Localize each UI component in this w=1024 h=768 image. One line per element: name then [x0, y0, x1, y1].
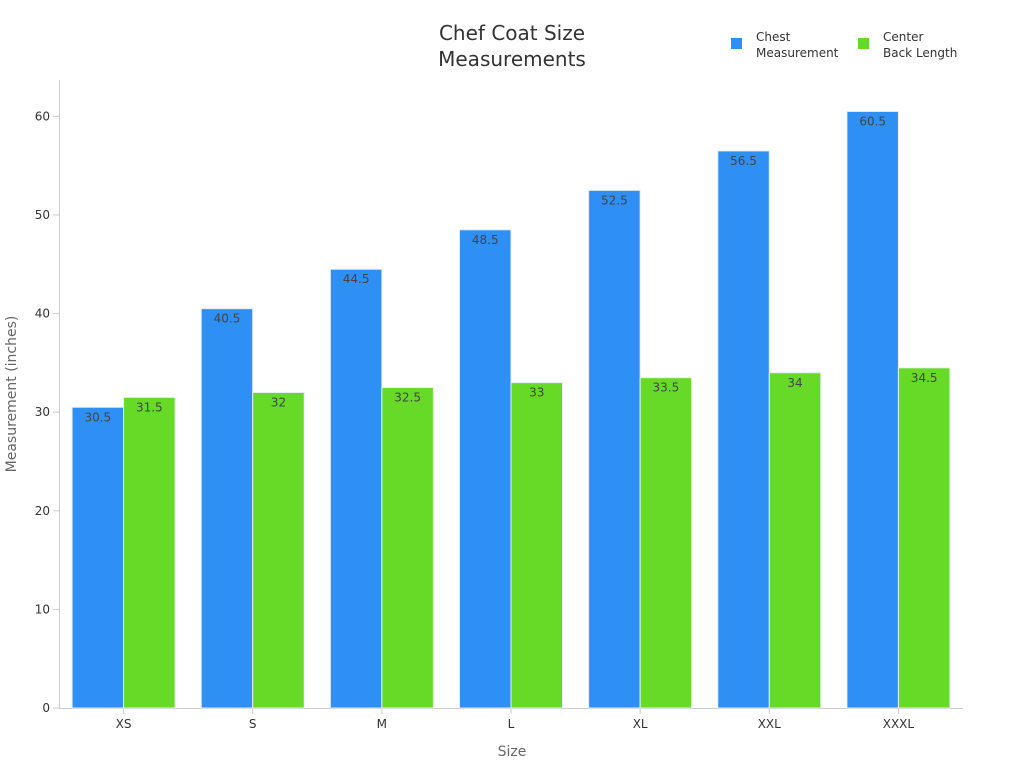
legend-swatch-back-length: [858, 38, 869, 49]
y-tick-label: 50: [35, 208, 50, 222]
bar-chest-xl[interactable]: [588, 189, 641, 709]
data-labels-layer: 30.5 31.5 40.5 32 44.5 32.5 48.5 33 52.5 33.5 56.5…: [84, 114, 937, 424]
data-label-back-length-xs: 31.5: [136, 400, 163, 414]
bar-chest-xxxl[interactable]: [846, 110, 899, 709]
y-tick-label: 40: [35, 307, 50, 321]
y-tick-label: 30: [35, 405, 50, 419]
bar-chest-xxl[interactable]: [717, 150, 770, 709]
data-label-back-length-s: 32: [271, 395, 286, 409]
y-axis: 0 10 20 30 40 50 60 Measurement (inches): [4, 80, 60, 715]
legend-item-chest[interactable]: Chest Measurement: [731, 30, 839, 60]
y-axis-ticks: 0 10 20 30 40 50 60: [35, 109, 59, 715]
bar-chest-s[interactable]: [200, 308, 254, 709]
bar-back-length-m[interactable]: [381, 387, 434, 709]
bar-back-length-l[interactable]: [510, 382, 563, 709]
bar-back-length-s[interactable]: [252, 391, 305, 709]
chart-title-line-2: Measurements: [438, 47, 586, 71]
data-label-back-length-xl: 33.5: [653, 381, 680, 395]
data-label-chest-l: 48.5: [472, 233, 499, 247]
x-tick-label: L: [508, 717, 515, 731]
y-tick-label: 60: [35, 109, 50, 123]
legend-label-chest-line-1: Chest: [756, 30, 791, 44]
x-tick-label: M: [377, 717, 387, 731]
data-label-chest-xs: 30.5: [84, 410, 111, 424]
data-label-chest-xxxl: 60.5: [859, 114, 886, 128]
bar-back-length-xs[interactable]: [123, 396, 176, 709]
bar-chest-xs[interactable]: [71, 406, 125, 709]
legend-label-chest-line-2: Measurement: [756, 46, 839, 60]
y-tick-label: 0: [42, 701, 50, 715]
bars-layer: [71, 110, 951, 709]
data-label-chest-xxl: 56.5: [730, 154, 757, 168]
x-tick-label: XXXL: [883, 717, 915, 731]
y-tick-label: 10: [35, 602, 50, 616]
chart-title: Chef Coat Size Measurements: [438, 21, 586, 71]
data-label-back-length-m: 32.5: [394, 391, 421, 405]
x-tick-label: S: [249, 717, 257, 731]
data-label-back-length-l: 33: [529, 386, 544, 400]
bar-back-length-xxxl[interactable]: [897, 367, 951, 709]
chart-title-line-1: Chef Coat Size: [439, 21, 585, 45]
bar-back-length-xxl[interactable]: [768, 372, 822, 709]
x-axis-ticks: XS S M L XL XXL XXXL: [116, 708, 915, 731]
legend-swatch-chest: [731, 38, 742, 49]
x-tick-label: XL: [633, 717, 648, 731]
data-label-chest-s: 40.5: [214, 312, 241, 326]
data-label-chest-xl: 52.5: [601, 193, 628, 207]
x-tick-label: XS: [116, 717, 132, 731]
bar-back-length-xl[interactable]: [639, 377, 693, 709]
data-label-chest-m: 44.5: [343, 272, 370, 286]
y-tick-label: 20: [35, 504, 50, 518]
bar-chest-m[interactable]: [329, 268, 383, 709]
x-axis-title: Size: [498, 744, 527, 760]
x-tick-label: XXL: [758, 717, 781, 731]
x-axis: XS S M L XL XXL XXXL Size: [59, 708, 963, 760]
legend: Chest Measurement Center Back Length: [731, 30, 957, 60]
y-axis-title: Measurement (inches): [4, 316, 20, 473]
bar-chest-l[interactable]: [459, 229, 512, 709]
data-label-back-length-xxl: 34: [787, 376, 802, 390]
data-label-back-length-xxxl: 34.5: [911, 371, 938, 385]
legend-item-back-length[interactable]: Center Back Length: [858, 30, 957, 60]
legend-label-back-length-line-1: Center: [883, 30, 923, 44]
legend-label-back-length-line-2: Back Length: [883, 46, 957, 60]
